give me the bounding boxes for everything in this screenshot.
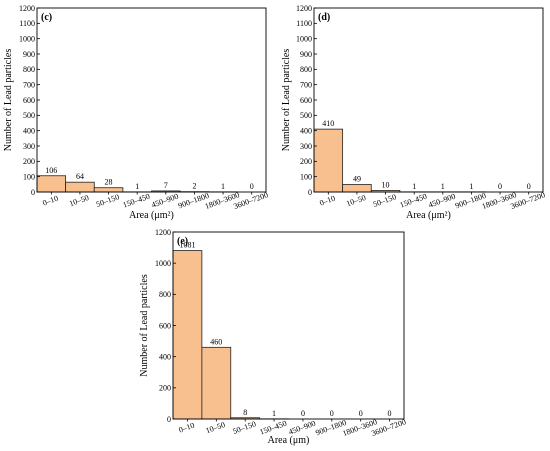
y-tick-label: 300 [300, 142, 312, 151]
data-label: 2 [192, 182, 196, 191]
data-label: 49 [353, 174, 361, 183]
data-label: 0 [250, 182, 254, 191]
data-label: 28 [105, 178, 113, 187]
y-axis-label: Number of Lead particles [281, 49, 292, 152]
y-tick-label: 700 [23, 80, 35, 89]
data-label: 64 [76, 172, 84, 181]
bar [93, 187, 124, 193]
y-tick-label: 1000 [296, 34, 312, 43]
x-axis-label: Area (μm²) [129, 210, 174, 221]
x-tick-label: 450–900 [427, 192, 456, 210]
data-label: 1 [412, 182, 416, 191]
bar [201, 346, 232, 420]
y-tick-label: 400 [23, 126, 35, 135]
x-tick-label: 10–50 [345, 193, 367, 208]
y-tick-label: 0 [31, 188, 35, 197]
y-tick-label: 900 [23, 50, 35, 59]
x-tick-label: 0–10 [318, 194, 336, 208]
x-axis-label: Area (μm²) [406, 210, 451, 221]
y-tick-label: 800 [159, 290, 171, 299]
y-tick-label: 1000 [155, 259, 171, 268]
data-label: 1 [441, 182, 445, 191]
data-label: 0 [301, 409, 305, 418]
bar [65, 181, 95, 193]
y-tick-label: 700 [300, 80, 312, 89]
x-tick-label: 0–10 [41, 194, 59, 208]
plot-frame [313, 7, 544, 193]
y-tick-label: 0 [308, 188, 312, 197]
data-label: 410 [322, 119, 334, 128]
data-label: 7 [164, 181, 168, 190]
bar [313, 128, 344, 193]
y-axis-label: Number of Lead particles [3, 49, 14, 152]
x-axis-label: Area (μm) [268, 435, 310, 446]
x-tick-label: 150–450 [399, 192, 428, 210]
x-tick-label: 450–900 [150, 192, 179, 210]
x-tick-label: 10–50 [68, 193, 90, 208]
y-tick-label: 400 [159, 352, 171, 361]
x-tick-label: 10–50 [205, 420, 227, 435]
data-label: 8 [243, 408, 247, 417]
bar [172, 250, 203, 420]
data-label: 0 [527, 182, 531, 191]
data-label: 1 [221, 182, 225, 191]
y-tick-label: 400 [300, 126, 312, 135]
y-tick-label: 1200 [296, 4, 312, 13]
data-label: 106 [45, 166, 57, 175]
y-tick-label: 800 [23, 65, 35, 74]
y-tick-label: 600 [300, 96, 312, 105]
y-tick-label: 600 [159, 321, 171, 330]
y-tick-label: 200 [159, 384, 171, 393]
x-tick-label: 150–450 [122, 192, 151, 210]
data-label: 1 [469, 182, 473, 191]
data-label: 1 [272, 409, 276, 418]
y-tick-label: 200 [23, 157, 35, 166]
panel-label: (e) [177, 236, 188, 247]
data-label: 0 [359, 409, 363, 418]
x-tick-label: 50–150 [95, 192, 121, 209]
panel-label: (d) [318, 12, 330, 23]
x-tick-label: 50–150 [232, 419, 258, 436]
y-axis-label: Number of Lead particles [139, 274, 150, 377]
x-tick-label: 450–900 [287, 419, 316, 437]
y-tick-label: 0 [167, 415, 171, 424]
data-label: 10 [382, 180, 390, 189]
data-label: 1081 [179, 241, 195, 250]
bar [342, 184, 372, 193]
panel-label: (c) [41, 12, 52, 23]
y-tick-label: 1100 [296, 19, 312, 28]
plot-frame [36, 7, 267, 193]
y-tick-label: 500 [23, 111, 35, 120]
data-label: 1 [135, 182, 139, 191]
bar [36, 175, 67, 193]
data-label: 0 [330, 409, 334, 418]
data-label: 0 [388, 409, 392, 418]
x-tick-label: 50–150 [372, 192, 398, 209]
x-tick-label: 0–10 [178, 421, 196, 435]
y-tick-label: 800 [300, 65, 312, 74]
y-tick-label: 1200 [19, 4, 35, 13]
y-tick-label: 100 [300, 172, 312, 181]
y-tick-label: 900 [300, 50, 312, 59]
y-tick-label: 100 [23, 172, 35, 181]
y-tick-label: 300 [23, 142, 35, 151]
y-tick-label: 600 [23, 96, 35, 105]
data-label: 0 [498, 182, 502, 191]
y-tick-label: 1200 [155, 228, 171, 237]
y-tick-label: 200 [300, 157, 312, 166]
y-tick-label: 500 [300, 111, 312, 120]
y-tick-label: 1100 [19, 19, 35, 28]
y-tick-label: 1000 [19, 34, 35, 43]
data-label: 460 [210, 337, 222, 346]
x-tick-label: 150–450 [259, 419, 288, 437]
